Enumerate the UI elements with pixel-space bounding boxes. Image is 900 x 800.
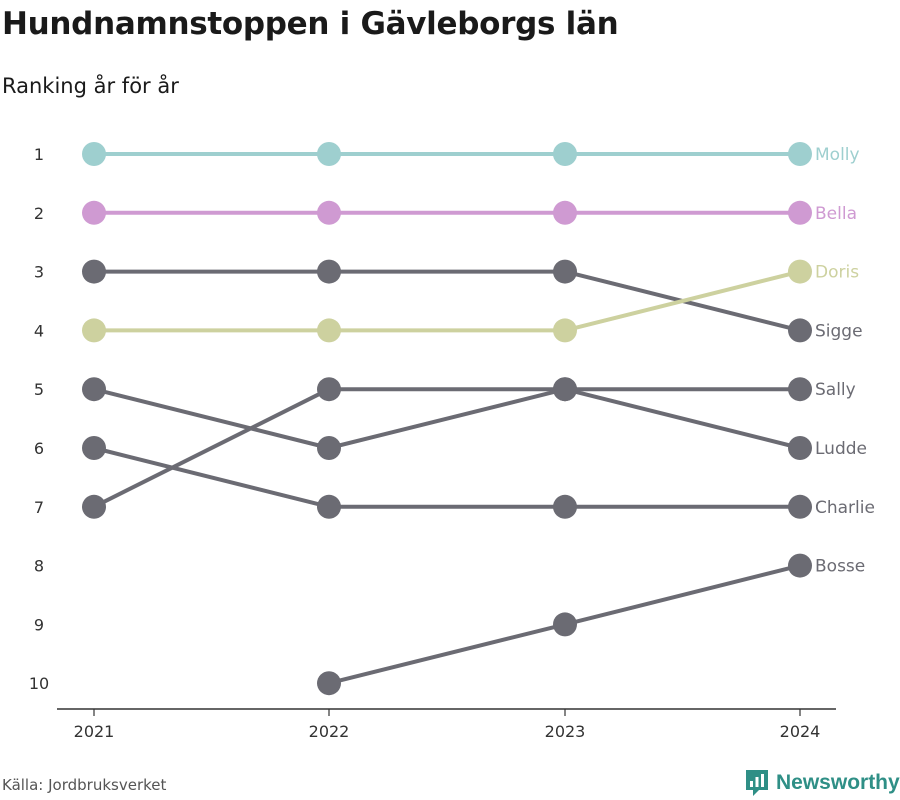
series-ludde (82, 377, 812, 460)
y-tick-label-2: 2 (34, 204, 44, 223)
series-label-bella: Bella (815, 204, 857, 224)
point-bella-2021 (82, 200, 106, 225)
point-sigge-2024 (788, 318, 812, 343)
chart-title: Hundnamnstoppen i Gävleborgs län (2, 6, 619, 42)
x-axis-ticks: 2021 2022 2023 2024 (74, 709, 821, 741)
series-bella (82, 200, 812, 225)
series-label-sigge: Sigge (815, 321, 863, 341)
y-tick-label-9: 9 (34, 615, 44, 634)
point-bella-2022 (317, 200, 341, 225)
series-bosse (317, 553, 812, 696)
x-tick-label-2023: 2023 (545, 722, 586, 741)
series-doris (82, 259, 812, 343)
point-doris-2022 (317, 318, 341, 343)
series-label-molly: Molly (815, 145, 860, 165)
point-charlie-2022 (317, 494, 341, 519)
point-doris-2021 (82, 318, 106, 343)
y-tick-label-7: 7 (34, 498, 44, 517)
series-line-sigge (92, 269, 802, 333)
point-ludde-2022 (317, 436, 341, 460)
newsworthy-logo-icon (746, 770, 768, 796)
x-tick-label-2022: 2022 (309, 722, 350, 741)
y-tick-label-6: 6 (34, 439, 44, 458)
point-sally-2021 (82, 494, 106, 519)
y-tick-label-5: 5 (34, 380, 44, 399)
series-label-sally: Sally (815, 380, 856, 400)
y-tick-label-10: 10 (29, 674, 49, 693)
point-molly-2023 (553, 142, 577, 166)
point-bosse-2023 (553, 612, 577, 637)
brand-name: Newsworthy (776, 771, 900, 794)
point-ludde-2023 (553, 377, 577, 402)
point-bella-2024 (788, 200, 812, 225)
x-tick-label-2021: 2021 (74, 722, 115, 741)
y-tick-label-1: 1 (34, 145, 44, 164)
y-tick-label-3: 3 (34, 263, 44, 282)
series-line-ludde (92, 387, 802, 450)
series-end-labels: Sigge Sally Ludde Charlie Bosse Molly Bella Dor… (815, 145, 875, 577)
series-line-sally (92, 387, 802, 509)
x-tick-label-2024: 2024 (780, 722, 821, 741)
point-sigge-2023 (553, 259, 577, 284)
series-label-doris: Doris (815, 263, 859, 283)
series-label-bosse: Bosse (815, 557, 865, 577)
series-line-charlie (92, 446, 802, 509)
series-line-doris (92, 269, 802, 333)
source-note: Källa: Jordbruksverket (2, 776, 167, 794)
series-molly (82, 142, 812, 166)
series-sally (82, 377, 812, 519)
series-label-ludde: Ludde (815, 439, 867, 459)
point-charlie-2021 (82, 436, 106, 460)
point-molly-2024 (788, 142, 812, 166)
brand-logo: Newsworthy (744, 768, 900, 798)
point-bosse-2024 (788, 553, 812, 578)
point-sigge-2022 (317, 259, 341, 284)
point-molly-2021 (82, 142, 106, 166)
point-sally-2024 (788, 377, 812, 402)
point-ludde-2024 (788, 436, 812, 460)
point-charlie-2024 (788, 494, 812, 519)
series-layer (82, 142, 812, 696)
series-charlie (82, 436, 812, 519)
point-doris-2024 (788, 259, 812, 284)
y-axis-tick-labels: 1 2 3 4 5 6 7 8 9 10 (29, 145, 49, 693)
point-molly-2022 (317, 142, 341, 166)
point-bosse-2022 (317, 671, 341, 696)
bump-chart: 1 2 3 4 5 6 7 8 9 10 2021 2022 2023 2024 Sigge Sally L… (29, 142, 875, 741)
point-sigge-2021 (82, 259, 106, 284)
y-tick-label-8: 8 (34, 557, 44, 576)
point-ludde-2021 (82, 377, 106, 402)
point-charlie-2023 (553, 494, 577, 519)
point-sally-2022 (317, 377, 341, 402)
point-bella-2023 (553, 200, 577, 225)
point-doris-2023 (553, 318, 577, 343)
series-label-charlie: Charlie (815, 498, 875, 518)
chart-subtitle: Ranking år för år (2, 74, 179, 98)
y-tick-label-4: 4 (34, 321, 44, 340)
